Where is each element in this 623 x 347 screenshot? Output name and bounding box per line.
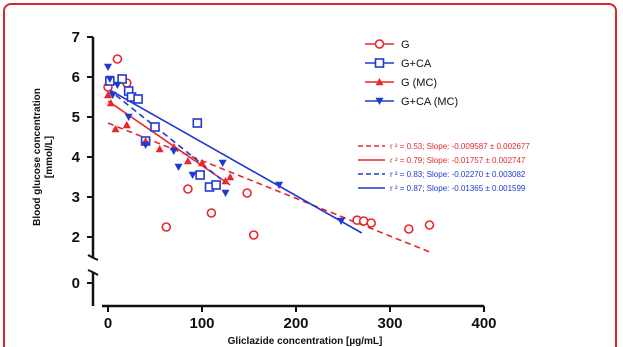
legend-marker-g-ca [374,58,385,68]
point-g-ca-mc [221,189,230,197]
y-axis-break-mark-top [87,254,99,261]
x-tick-label: 200 [283,315,308,332]
legend-marker-g-ca-mc [375,97,384,105]
x-tick-label: 0 [104,315,112,332]
legend-marker-g [374,39,385,49]
y-tick-label: 4 [72,149,81,166]
data-points [103,54,435,240]
point-g-ca-mc [337,217,346,225]
y-tick-label: 7 [72,29,80,46]
regression-line [107,122,433,254]
legend-marker-g-mc [375,78,384,86]
point-g-mc [122,121,131,129]
y-axis-label-line2: [mmol/L] [44,136,55,178]
point-g-ca-mc [108,91,117,99]
point-g [366,218,377,228]
point-g-ca-mc [124,113,133,121]
point-g [206,208,217,218]
point-g [242,188,252,198]
point-g-mc [155,145,164,153]
legend-label-g: G [401,39,410,51]
point-g [403,224,414,234]
point-g [424,220,435,230]
legend-label-g-mc: G (MC) [401,77,437,89]
point-g-mc [226,173,235,181]
point-g-ca [117,74,127,84]
y-tick-label: 6 [72,69,80,86]
point-g-mc [104,91,112,99]
point-g-ca [192,118,203,128]
x-tick-label: 400 [471,315,496,332]
figure-frame [3,3,617,347]
regression-legend-label: r ² = 0.79; Slope: -0.01757 ± 0.002747 [390,156,526,165]
point-g-ca-mc [275,181,284,189]
x-tick-label: 100 [189,315,214,332]
point-g-ca-mc [188,171,197,179]
regression-line [107,88,363,234]
point-g [112,54,123,64]
point-g [248,230,259,240]
regression-legend-label: r ² = 0.83; Slope: -0.02270 ± 0.003082 [390,170,526,179]
point-g-ca-mc [113,81,122,89]
point-g-mc [221,177,230,185]
y-tick-label: 2 [72,229,80,246]
y-axis-break-mark-bottom [87,269,99,276]
point-g-ca [150,122,160,132]
point-g-ca-mc [174,163,183,171]
y-axis-label-line1: Blood glucose concentration [32,88,43,226]
point-g-ca-mc [105,75,114,83]
point-g-ca-mc [104,63,112,71]
point-g-mc [198,159,206,167]
point-g-ca-mc [169,147,178,155]
point-g-ca [195,170,205,180]
x-axis-label: Gliclazide concentration [µg/mL] [228,336,383,347]
point-g-ca [133,94,143,104]
legend: G G+CA G (MC) G+CA (MC) [365,39,458,108]
x-tick-label: 300 [377,315,402,332]
y-tick-label: 3 [72,189,80,206]
point-g [161,222,172,232]
regression-legend-label: r ² = 0.53; Slope: -0.009587 ± 0.002677 [390,142,530,151]
point-g-ca-mc [141,141,150,149]
axes: 0 2 3 4 5 6 7 0 100 200 300 400 [72,29,497,332]
regression-legend: r ² = 0.53; Slope: -0.009587 ± 0.002677 r… [358,142,530,193]
regression-lines [107,88,433,254]
point-g-mc [106,99,115,107]
y-tick-label: 0 [72,275,80,292]
point-g-mc [183,157,192,165]
y-tick-label: 5 [72,109,80,126]
point-g-mc [111,125,120,133]
point-g-ca-mc [218,159,227,167]
point-g [183,184,193,194]
legend-label-g-ca: G+CA [401,58,432,70]
regression-legend-label: r ² = 0.87; Slope: -0.01365 ± 0.001599 [390,184,526,193]
point-g-ca [211,180,221,190]
legend-label-g-ca-mc: G+CA (MC) [401,96,458,108]
